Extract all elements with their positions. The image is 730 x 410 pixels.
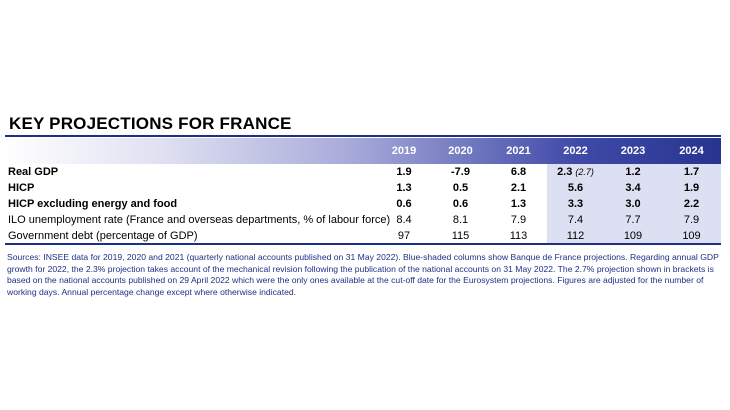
projection-cell: 2.2	[662, 196, 721, 212]
row-label: Real GDP	[8, 166, 59, 178]
table-row: HICP excluding energy and food 0.6 0.6 1…	[5, 196, 721, 212]
projection-cell: 1.7	[662, 164, 721, 180]
page-title: KEY PROJECTIONS FOR FRANCE	[9, 114, 292, 133]
projection-cell: 112	[547, 228, 604, 245]
bracket-value: (2.7)	[575, 167, 594, 177]
projection-cell: 7.9	[662, 212, 721, 228]
table-cell: 0.6	[396, 198, 412, 210]
projection-value: 2.3	[557, 166, 573, 178]
table-cell: 97	[377, 228, 431, 245]
table-cell: 7.9	[510, 214, 527, 226]
table-cell: 6.8	[510, 166, 527, 178]
projection-cell: 1.9	[662, 180, 721, 196]
projection-cell: 1.2	[604, 164, 662, 180]
projection-cell: 109	[604, 228, 662, 245]
row-label: Government debt (percentage of GDP)	[5, 228, 377, 245]
projections-table: 2019 2020 2021 2022 2023 2024 Real GDP 1…	[5, 138, 721, 245]
header-label-cell	[5, 138, 377, 164]
table-row: ILO unemployment rate (France and overse…	[5, 212, 721, 228]
projection-cell: 109	[662, 228, 721, 245]
projection-cell: 3.0	[604, 196, 662, 212]
year-header: 2019	[391, 145, 417, 157]
projection-cell: 5.6	[547, 180, 604, 196]
projection-cell: 7.7	[604, 212, 662, 228]
projection-cell: 2.3 (2.7)	[547, 164, 604, 180]
row-label: HICP	[8, 182, 35, 194]
year-header: 2022	[563, 145, 588, 157]
table-header-row: 2019 2020 2021 2022 2023 2024	[5, 138, 721, 164]
year-header: 2024	[679, 145, 704, 157]
table-row: Government debt (percentage of GDP) 97 1…	[5, 228, 721, 245]
table-cell: 1.3	[510, 198, 527, 210]
table-cell: 8.4	[396, 214, 412, 226]
source-notes: Sources: INSEE data for 2019, 2020 and 2…	[7, 252, 719, 297]
row-label: HICP excluding energy and food	[8, 198, 178, 210]
year-header: 2021	[506, 145, 531, 157]
projection-cell: 7.4	[547, 212, 604, 228]
table-cell: 115	[431, 228, 490, 245]
table-cell: 2.1	[510, 182, 527, 194]
table-cell: 0.6	[452, 198, 469, 210]
year-header: 2023	[620, 145, 646, 157]
table-cell: -7.9	[451, 166, 470, 178]
table-row: Real GDP 1.9 -7.9 6.8 2.3 (2.7) 1.2 1.7	[5, 164, 721, 180]
table-cell: 8.1	[452, 214, 469, 226]
table-cell: 1.3	[396, 182, 412, 194]
projection-cell: 3.3	[547, 196, 604, 212]
table-cell: 1.9	[396, 166, 412, 178]
projection-cell: 3.4	[604, 180, 662, 196]
title-underline	[5, 135, 721, 137]
table-cell: 0.5	[452, 182, 469, 194]
table-cell: 113	[490, 228, 547, 245]
year-header: 2020	[448, 145, 473, 157]
row-label: ILO unemployment rate (France and overse…	[8, 214, 391, 226]
table-row: HICP 1.3 0.5 2.1 5.6 3.4 1.9	[5, 180, 721, 196]
